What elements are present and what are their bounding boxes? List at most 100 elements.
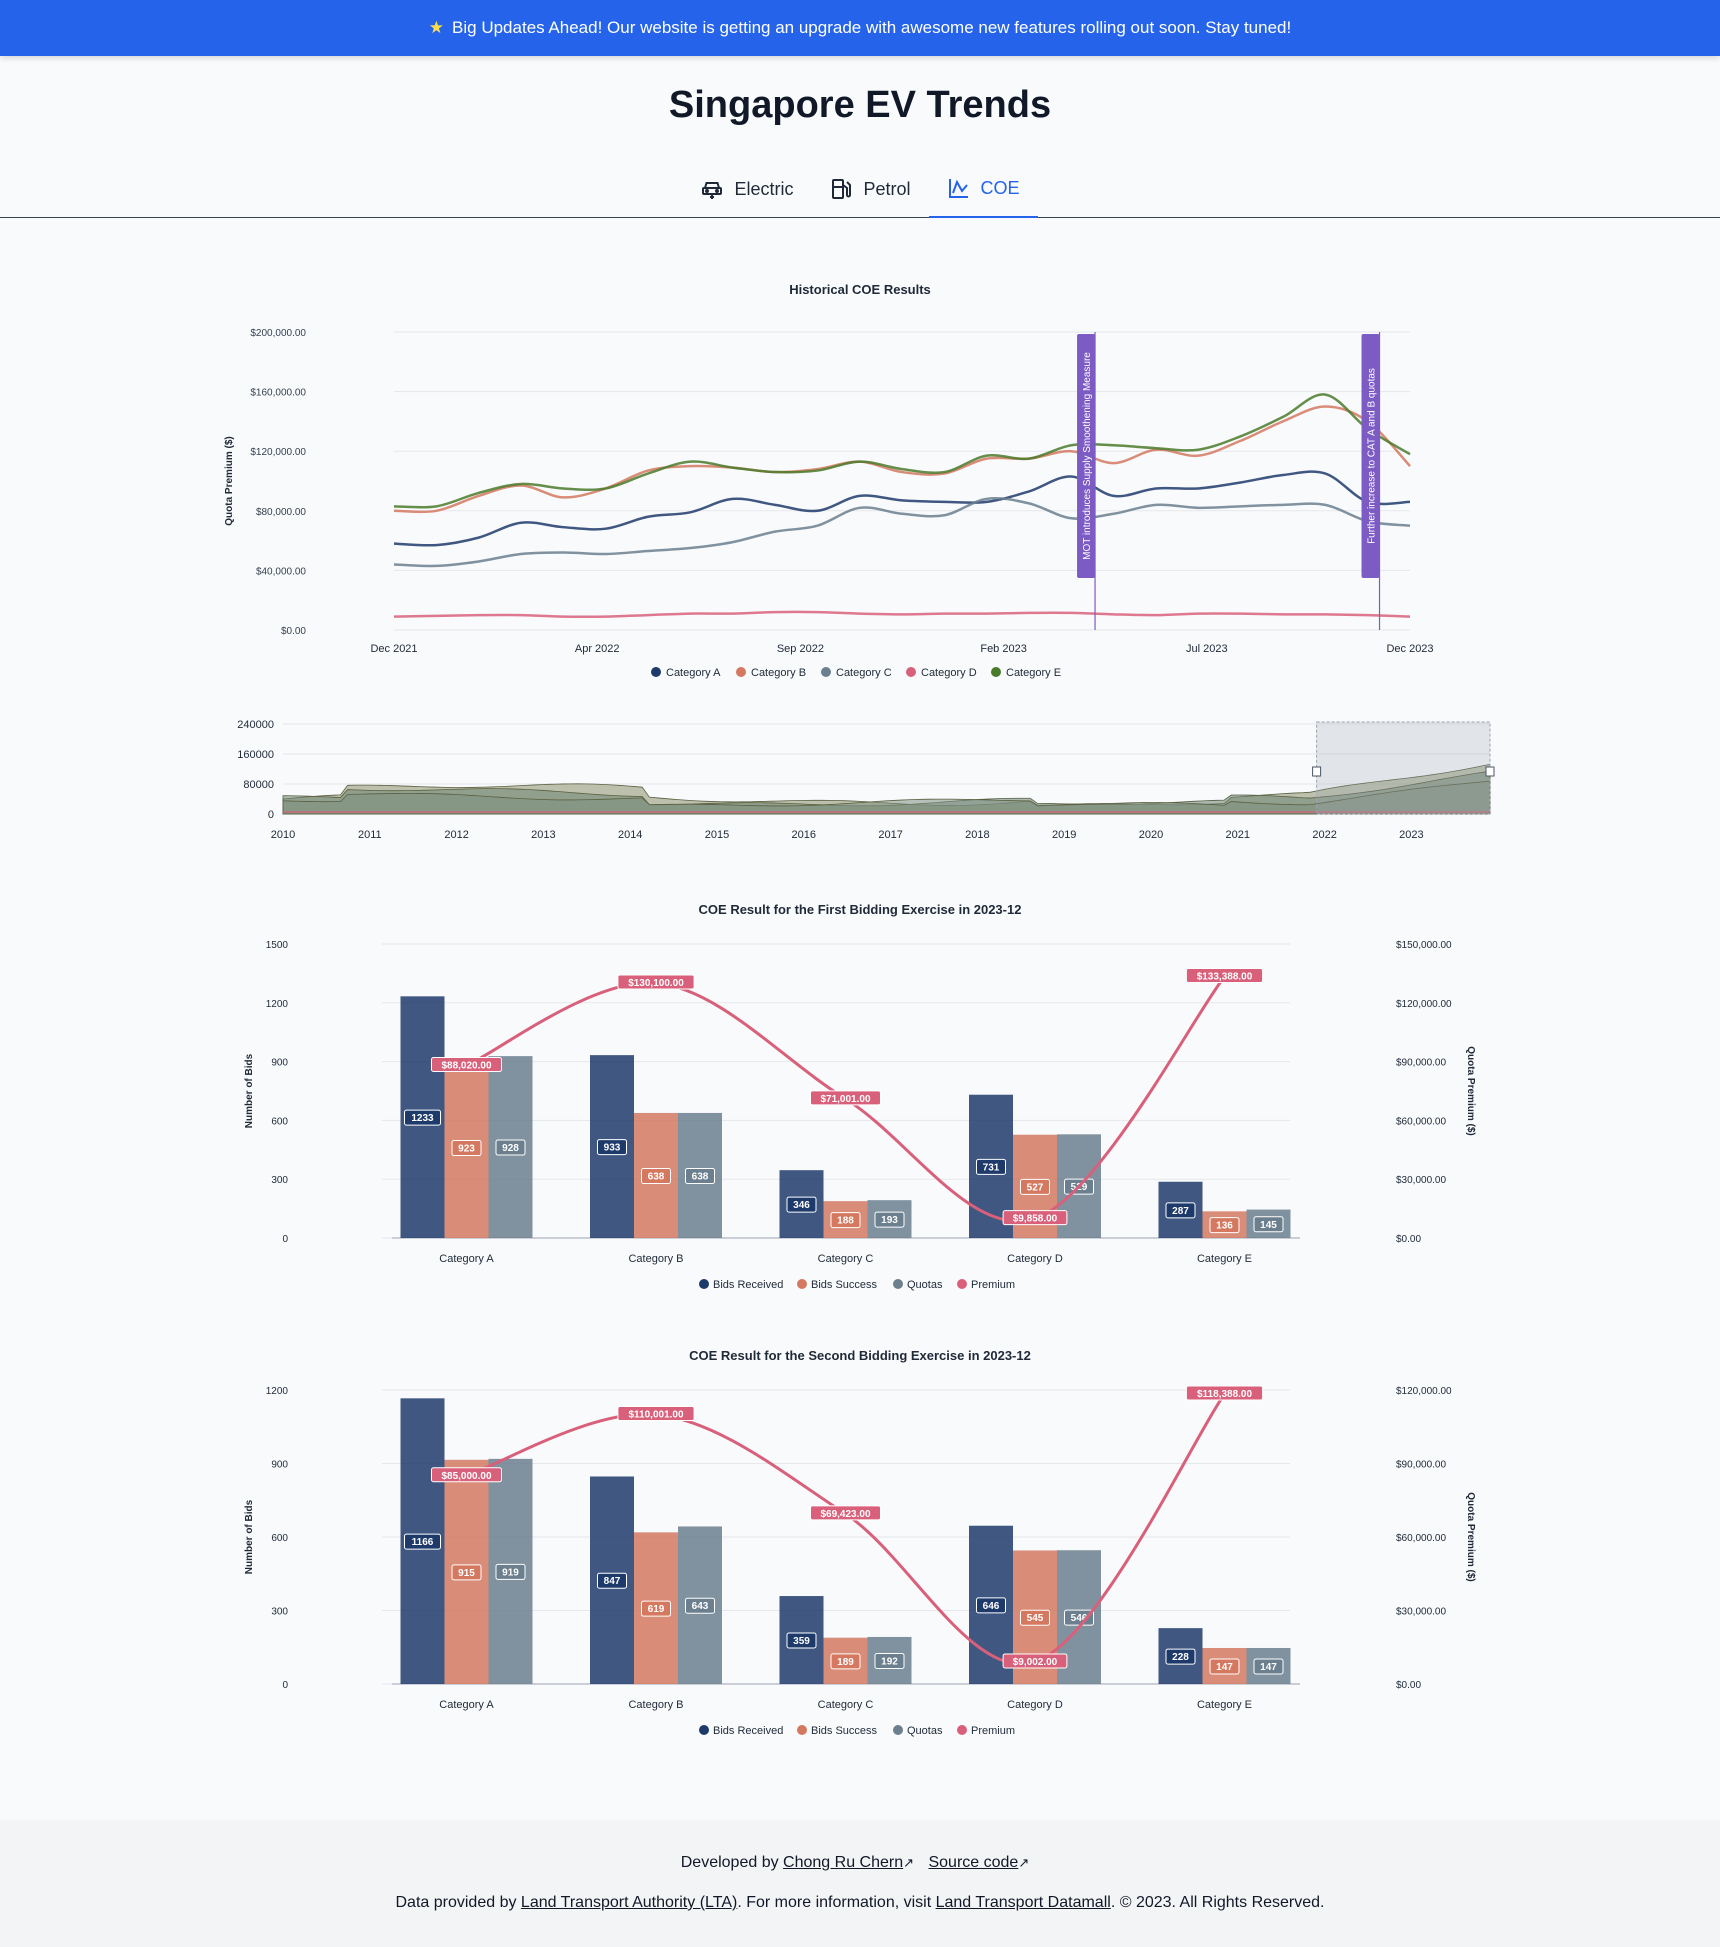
x-tick-label: Category E [1197, 1699, 1252, 1711]
legend-label: Quotas [907, 1279, 943, 1291]
tab-electric[interactable]: Electric [682, 160, 811, 218]
historical-coe-chart: Historical COE Results $0.00 $40,000.00 $80… [224, 282, 1434, 679]
premium-label: $71,001.00 [820, 1094, 870, 1105]
x-tick-label: 2020 [1139, 829, 1163, 841]
data-label-box [786, 1632, 817, 1649]
annotation-box [1077, 334, 1096, 578]
legend-marker [651, 667, 661, 677]
legend-label: Category B [751, 667, 806, 679]
legend-label: Bids Success [811, 1725, 878, 1737]
legend-marker [821, 667, 831, 677]
legend-label: Bids Received [713, 1725, 783, 1737]
author-link[interactable]: Chong Ru Chern [783, 1854, 904, 1871]
premium-label: $85,000.00 [441, 1471, 491, 1482]
y2-tick-label: $90,000.00 [1396, 1460, 1446, 1471]
data-label: 619 [648, 1604, 665, 1615]
legend-label: Category E [1006, 667, 1061, 679]
data-label-box [685, 1597, 715, 1614]
legend-marker [699, 1279, 709, 1289]
data-label: 287 [1172, 1206, 1189, 1217]
x-tick-label: 2017 [878, 829, 902, 841]
annotation-label: MOT introduces Supply Smoothening Measur… [1082, 352, 1093, 560]
data-label: 1166 [412, 1537, 434, 1548]
y-tick-label: 300 [271, 1175, 288, 1186]
y2-tick-label: $60,000.00 [1396, 1116, 1446, 1127]
y-tick-label: $80,000.00 [256, 507, 306, 518]
tab-petrol[interactable]: Petrol [811, 160, 928, 218]
x-tick-label: 2013 [531, 829, 555, 841]
developed-by-text: Developed by [680, 1854, 779, 1871]
brush-handle-left [1312, 766, 1322, 777]
premium-label: $110,001.00 [628, 1409, 683, 1420]
legend-label: Category A [666, 667, 721, 679]
x-tick-label: Category A [439, 1699, 494, 1711]
premium-label-box [1002, 1210, 1068, 1226]
data-label: 919 [502, 1567, 519, 1578]
lta-link[interactable]: Land Transport Authority (LTA) [520, 1894, 738, 1911]
x-tick-label: Category D [1007, 1253, 1063, 1265]
y-tick-label: 240000 [237, 719, 274, 731]
tab-coe[interactable]: COE [928, 160, 1038, 218]
legend-marker [906, 667, 916, 677]
data-label: 346 [793, 1200, 810, 1211]
y-tick-label: 1500 [266, 940, 289, 951]
x-tick-label: Category A [439, 1253, 494, 1265]
data-label: 923 [458, 1144, 475, 1155]
x-tick-label: Sep 2022 [777, 643, 824, 655]
data-label: 643 [692, 1601, 709, 1612]
legend-marker [797, 1725, 807, 1735]
x-tick-label: Dec 2023 [1386, 643, 1433, 655]
legend-label: Bids Success [811, 1279, 878, 1291]
premium-label: $9,858.00 [1013, 1214, 1058, 1225]
data-label-box [976, 1597, 1006, 1614]
y2-tick-label: $60,000.00 [1396, 1533, 1446, 1544]
tab-label: Electric [734, 178, 794, 199]
page-title: Singapore EV Trends [668, 84, 1052, 126]
legend-label: Bids Received [713, 1279, 783, 1291]
premium-label-box [431, 1056, 502, 1072]
fuel-pump-icon [832, 179, 852, 199]
series-line [393, 470, 1411, 547]
source-code-link[interactable]: Source code [928, 1854, 1019, 1871]
legend-marker [991, 667, 1001, 677]
more-info-text: . For more information, visit [737, 1894, 932, 1911]
data-label-box [1253, 1658, 1284, 1675]
x-tick-label: 2010 [271, 829, 295, 841]
premium-label-box [810, 1090, 881, 1106]
x-tick-label: 2011 [358, 829, 382, 841]
y2-tick-label: $0.00 [1396, 1680, 1421, 1691]
x-tick-label: 2016 [792, 829, 816, 841]
data-label: 646 [983, 1601, 1000, 1612]
data-label-box [597, 1572, 627, 1589]
legend-marker [893, 1725, 903, 1735]
series-line [393, 497, 1411, 568]
data-label: 193 [881, 1215, 898, 1226]
overview-area [282, 780, 1491, 815]
x-tick-label: Category E [1197, 1253, 1252, 1265]
y2-tick-label: $150,000.00 [1396, 940, 1452, 951]
premium-label-box [1185, 968, 1264, 984]
car-icon [702, 182, 723, 199]
premium-label-box [1185, 1385, 1264, 1401]
annotation-box [1361, 334, 1380, 578]
first-bidding-chart: COE Result for the First Bidding Exercis… [244, 902, 1476, 1291]
data-label: 359 [793, 1636, 810, 1647]
y-tick-label: 900 [271, 1460, 288, 1471]
tab-label: COE [980, 177, 1020, 198]
annotation-label: Further increase to CAT A and B quotas [1367, 368, 1378, 544]
timeline-brush-chart[interactable]: 0 80000 160000 240000 2010 2011 2012 2013 2014 20… [0, 710, 1720, 850]
y-tick-label: 900 [271, 1058, 288, 1069]
legend-label: Category C [836, 667, 892, 679]
premium-label: $88,020.00 [441, 1060, 491, 1071]
data-label-box [874, 1211, 905, 1228]
data-label: 731 [983, 1162, 1000, 1173]
data-label: 188 [837, 1216, 854, 1227]
series-line [393, 393, 1411, 509]
premium-label-box [1002, 1653, 1068, 1669]
tab-bar: Electric Petrol COE [0, 160, 1720, 218]
premium-label: $133,388.00 [1197, 972, 1253, 983]
premium-line [466, 1393, 1226, 1666]
datamall-link[interactable]: Land Transport Datamall [935, 1894, 1111, 1911]
y2-axis-label: Quota Premium ($) [1465, 1492, 1476, 1581]
y-tick-label: 160000 [237, 749, 274, 761]
